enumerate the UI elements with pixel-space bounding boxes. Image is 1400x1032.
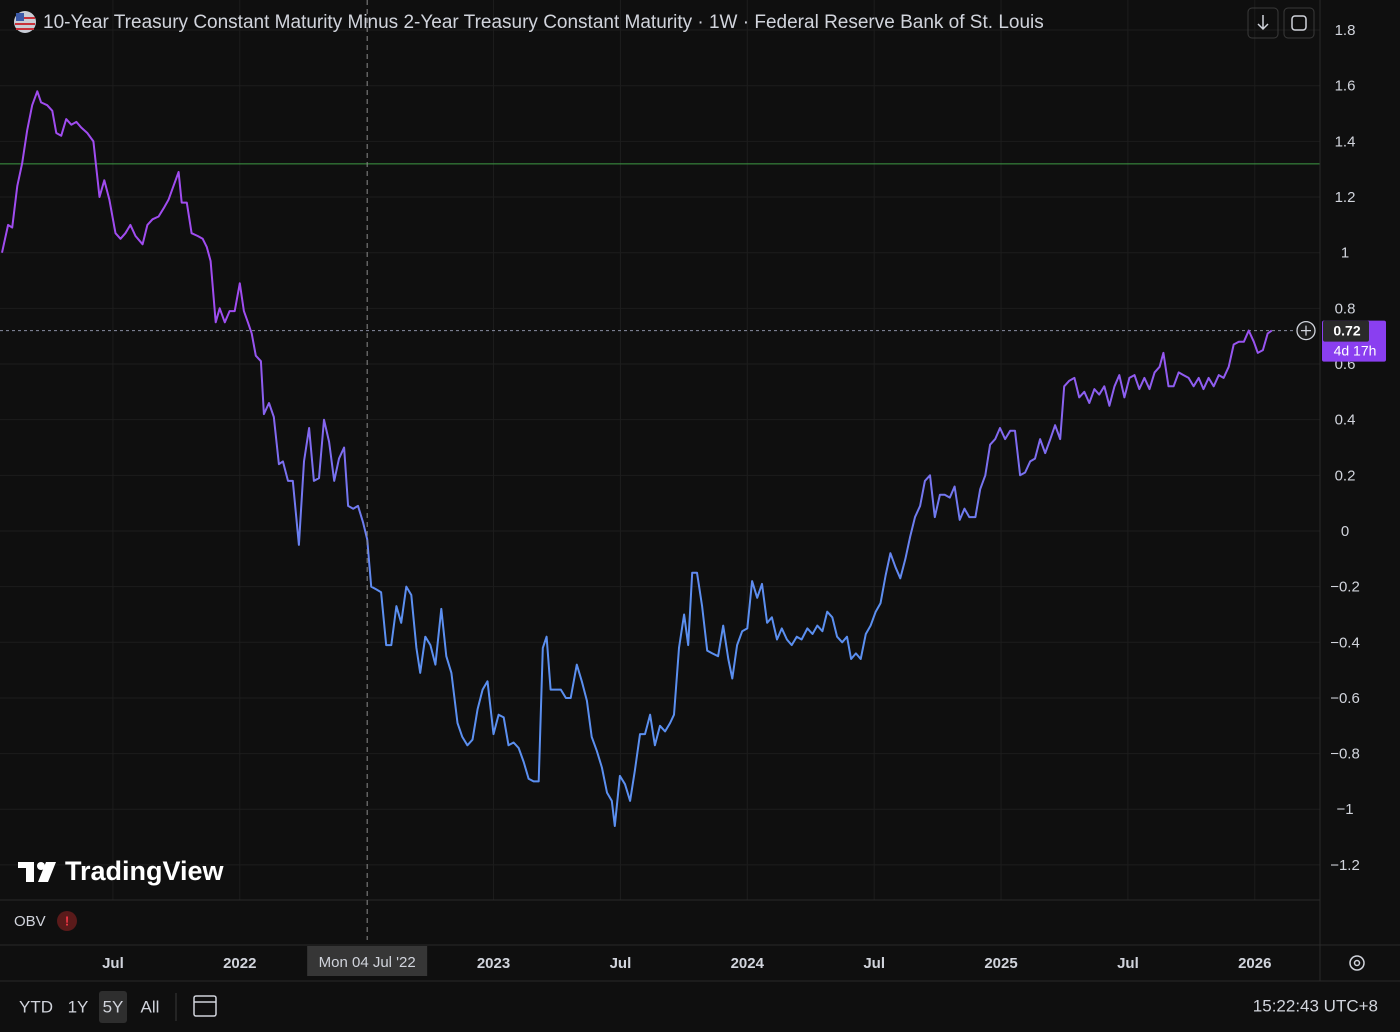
brand-name: TradingView: [65, 856, 225, 886]
logo-shape: [37, 862, 45, 870]
x-tick-label: 2022: [223, 955, 256, 972]
range-button[interactable]: All: [141, 997, 160, 1016]
plot: [0, 90, 1320, 827]
logo-shape: [38, 862, 56, 882]
y-tick-label: −0.4: [1330, 634, 1360, 651]
toolbar: YTD 1Y 5Y All: [19, 991, 159, 1023]
x-tick-label: Jul: [102, 955, 124, 972]
logo-shape: [26, 862, 34, 882]
settings-icon[interactable]: [1349, 955, 1365, 971]
y-tick-label: −0.8: [1330, 746, 1360, 763]
y-tick-label: 1.6: [1335, 78, 1356, 95]
y-tick-label: −0.2: [1330, 579, 1360, 596]
add-alert-icon: [1301, 325, 1311, 336]
x-tick-label: Jul: [863, 955, 885, 972]
crosshair-label: Mon 04 Jul '22: [319, 954, 416, 971]
calendar-icon[interactable]: [193, 995, 217, 1017]
range-button[interactable]: YTD: [19, 997, 53, 1016]
refresh-button[interactable]: [1283, 7, 1315, 39]
y-tick-label: 0.2: [1335, 467, 1356, 484]
y-tick-label: 1.8: [1335, 22, 1356, 39]
price-value-box: [1323, 320, 1369, 342]
x-tick-label: 2025: [984, 955, 1017, 972]
y-tick-label: −0.6: [1330, 690, 1360, 707]
range-button[interactable]: 5Y: [103, 997, 124, 1016]
x-tick-label: Jul: [1117, 955, 1139, 972]
y-tick-label: 1.2: [1335, 189, 1356, 206]
x-tick-label: 2024: [731, 955, 765, 972]
range-button[interactable]: 1Y: [68, 997, 89, 1016]
warning-icon: !: [65, 913, 69, 928]
flag-icon: [16, 13, 24, 21]
brand-logo: [18, 862, 56, 882]
grid: [0, 0, 1320, 900]
x-tick-label: Jul: [610, 955, 632, 972]
crosshair-label-box: [307, 946, 428, 976]
chart-title: 10-Year Treasury Constant Maturity Minus…: [43, 12, 1044, 33]
x-tick-label: 2026: [1238, 955, 1271, 972]
y-tick-label: −1.2: [1330, 857, 1360, 874]
y-tick-label: 0: [1341, 523, 1349, 540]
countdown: 4d 17h: [1334, 342, 1377, 358]
warning-badge[interactable]: [57, 911, 77, 931]
y-tick-label: −1: [1336, 801, 1353, 818]
clock: 15:22:43 UTC+8: [1253, 996, 1378, 1015]
indicator-label: OBV: [14, 913, 46, 930]
y-tick-label: 0.8: [1335, 300, 1356, 317]
y-tick-label: 1.4: [1335, 133, 1356, 150]
price-value: 0.72: [1333, 322, 1360, 338]
x-tick-label: 2023: [477, 955, 510, 972]
refresh-icon: [1291, 15, 1307, 31]
data-line: [1, 90, 1273, 827]
y-tick-label: 0.4: [1335, 412, 1356, 429]
settings-icon: [1353, 959, 1361, 967]
y-tick-label: 1: [1341, 245, 1349, 262]
download-button[interactable]: [1247, 7, 1279, 39]
range-button-active[interactable]: [99, 991, 127, 1023]
download-icon: [1257, 15, 1269, 31]
